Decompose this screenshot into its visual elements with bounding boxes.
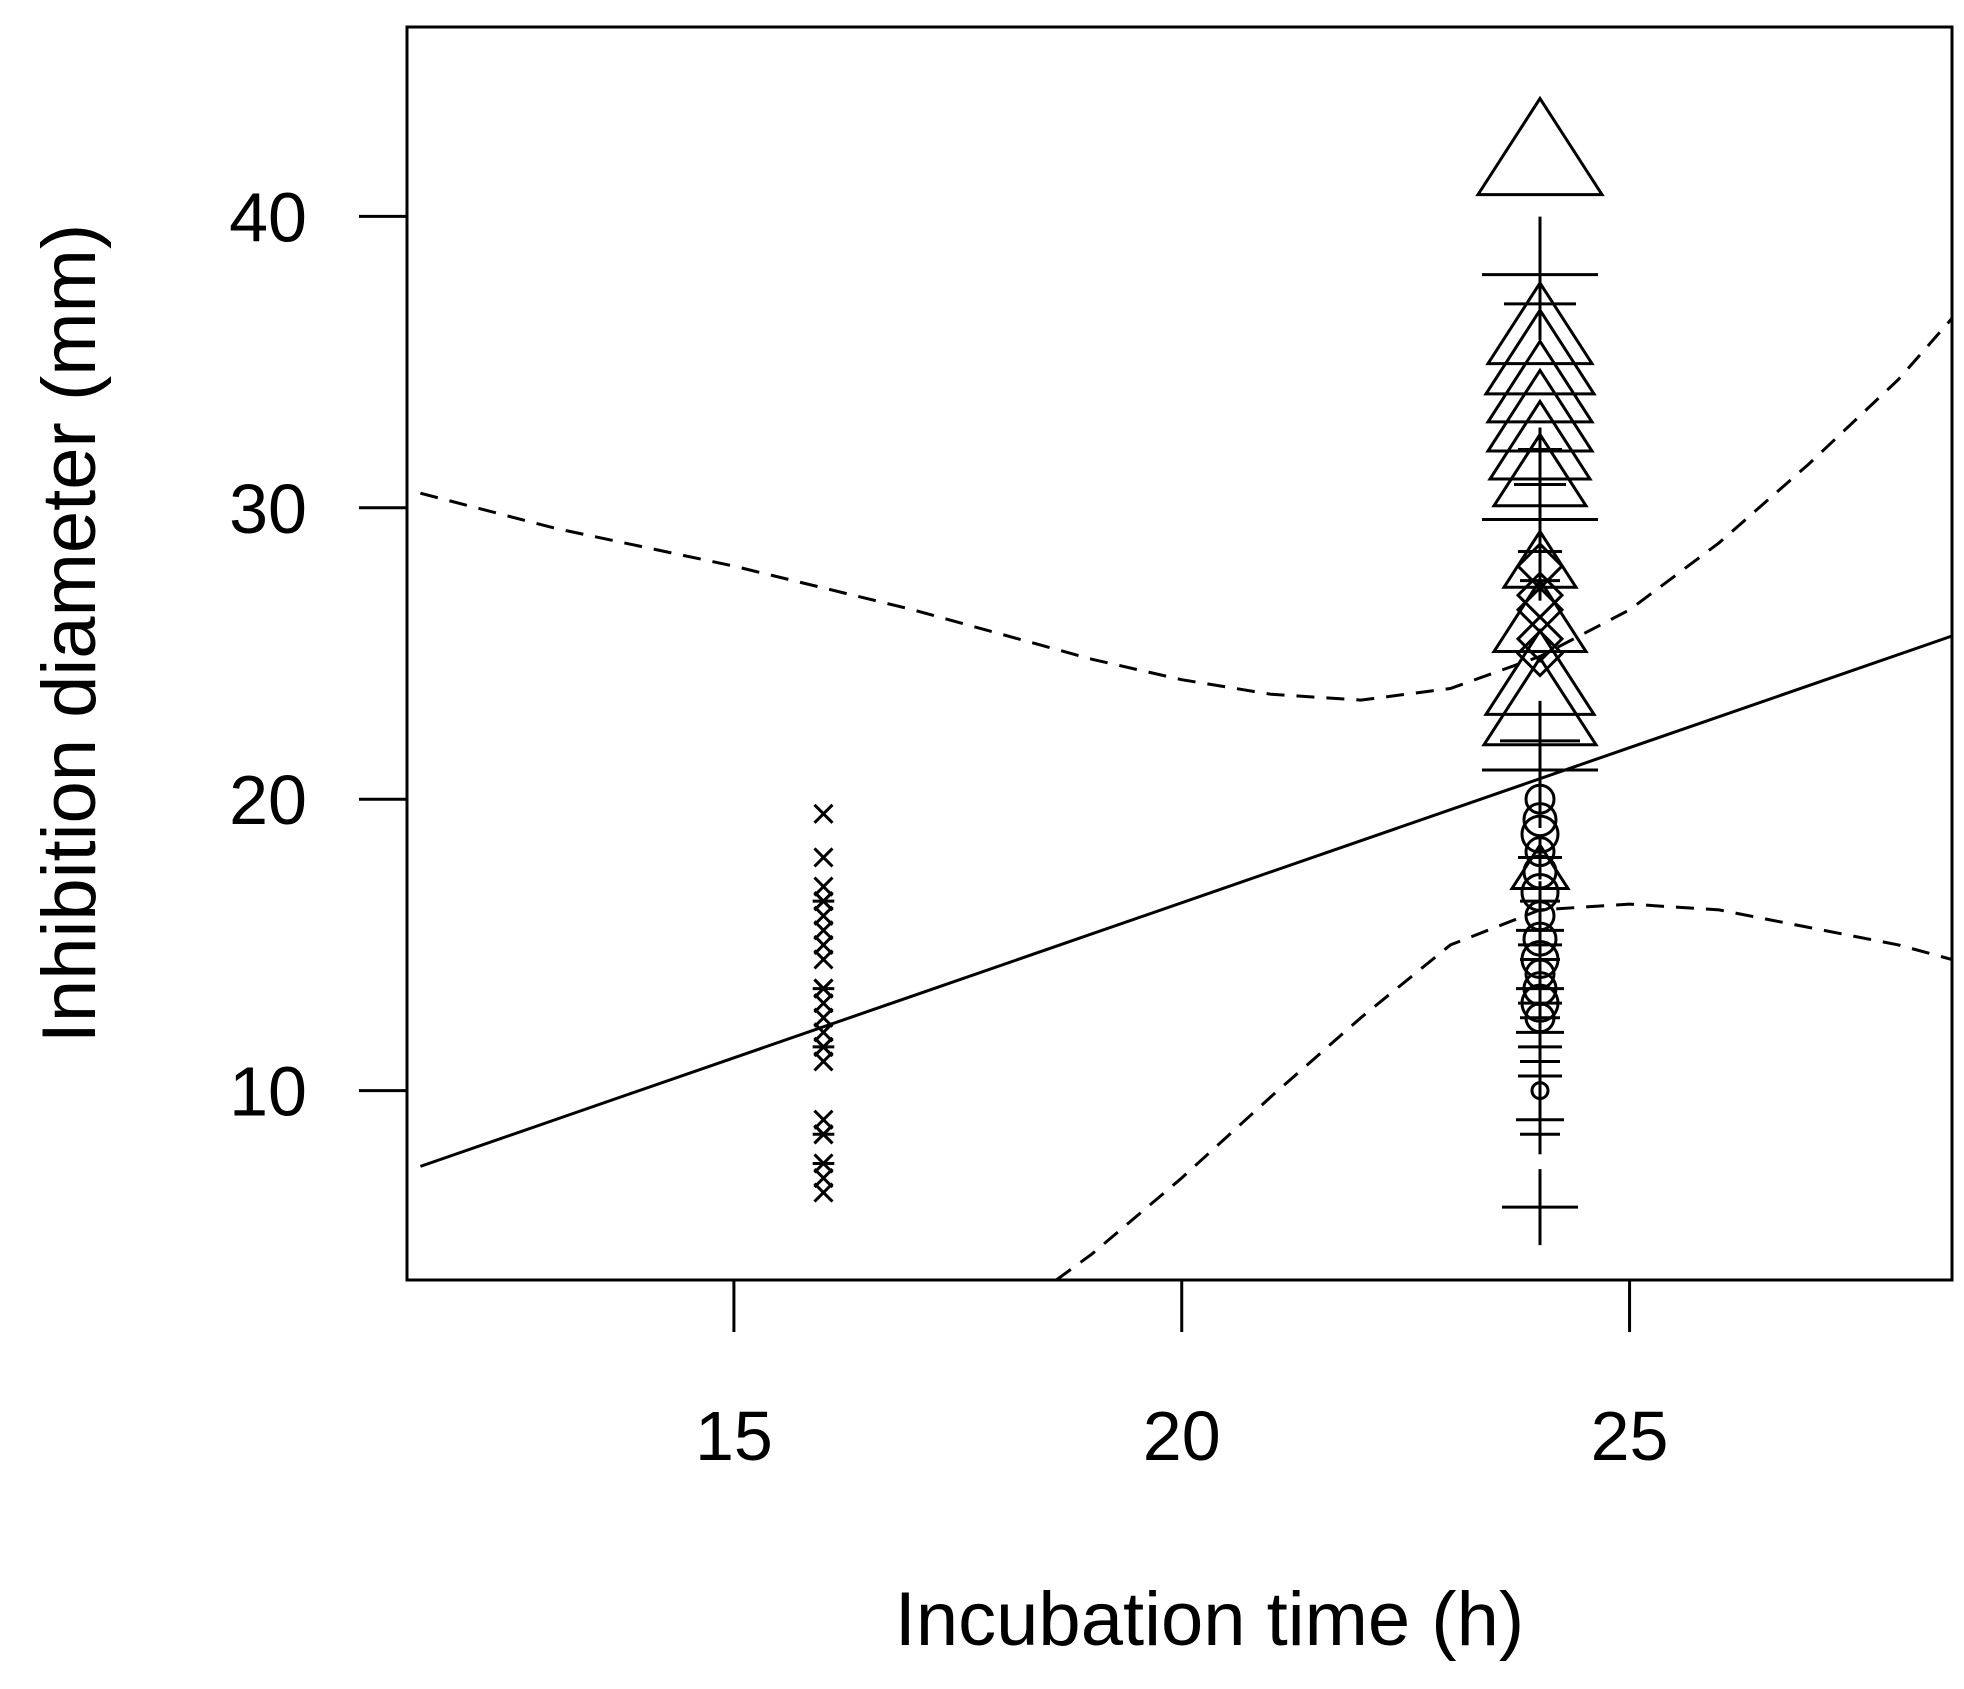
data-point-triangle <box>1481 655 1599 747</box>
cross-stroke <box>813 920 834 941</box>
cross-stroke <box>813 1051 834 1072</box>
cross-stroke <box>813 803 834 824</box>
cross-stroke <box>813 905 834 926</box>
cross-stroke <box>813 1109 834 1130</box>
data-point-diamond <box>1515 614 1565 664</box>
data-point-cross <box>813 920 834 941</box>
data-point-plus <box>1504 267 1576 340</box>
regression-line-layer <box>419 634 1953 1168</box>
y-tick-label: 20 <box>229 761 307 839</box>
axes-layer: 15 20 25 10 20 30 40 <box>229 178 1668 1475</box>
confidence-band-layer <box>420 317 1952 1280</box>
data-point-asterisk <box>812 1036 835 1057</box>
data-point-cross <box>813 949 834 970</box>
data-point-cross <box>813 905 834 926</box>
data-point-cross <box>813 1051 834 1072</box>
data-point-cross <box>813 803 834 824</box>
cross-stroke <box>813 993 834 1014</box>
cross-stroke <box>813 934 834 955</box>
data-point-plus <box>1502 1169 1578 1246</box>
data-point-triangle <box>1483 627 1597 716</box>
data-point-circle <box>1524 900 1556 932</box>
data-point-plus <box>1518 1054 1562 1099</box>
x-tick-label: 15 <box>695 1397 773 1475</box>
data-point-plus <box>1482 712 1598 829</box>
cross-stroke <box>813 876 834 897</box>
data-point-cross <box>813 993 834 1014</box>
data-point-cross <box>813 1007 834 1028</box>
data-point-circle <box>1524 1002 1556 1034</box>
data-point-cross <box>813 876 834 897</box>
data-point-circle <box>1522 802 1558 838</box>
ci-upper-line <box>420 317 1952 702</box>
data-point-cross <box>813 1022 834 1043</box>
data-point-triangle <box>1483 307 1597 396</box>
data-point-circle <box>1520 872 1560 912</box>
data-point-circle <box>1524 836 1556 868</box>
y-tick-label: 40 <box>229 178 307 256</box>
cross-stroke <box>813 1022 834 1043</box>
data-point-triangle <box>1485 367 1595 453</box>
cross-stroke <box>813 1167 834 1189</box>
data-point-cross <box>813 1182 834 1203</box>
y-tick-label: 30 <box>229 470 307 548</box>
plot-frame <box>405 25 1954 1282</box>
data-points-layer <box>812 95 1605 1246</box>
cross-stroke <box>813 847 834 868</box>
data-point-triangle <box>1491 577 1589 653</box>
data-point-triangle <box>1485 280 1595 366</box>
cross-stroke <box>813 1182 834 1203</box>
regression-line <box>419 634 1953 1168</box>
data-point-cross <box>813 847 834 868</box>
data-point-circle <box>1522 854 1558 890</box>
data-point-plus <box>1520 1114 1560 1155</box>
cross-stroke <box>813 1007 834 1028</box>
data-point-circle <box>1524 958 1556 990</box>
x-axis-title: Incubation time (h) <box>895 1577 1524 1662</box>
data-point-diamond <box>1515 629 1565 678</box>
data-point-circle <box>1520 814 1560 854</box>
data-point-asterisk <box>812 1153 835 1174</box>
cross-stroke <box>813 949 834 970</box>
x-tick-label: 25 <box>1591 1397 1669 1475</box>
data-point-circle <box>1520 939 1560 979</box>
data-point-triangle <box>1487 398 1593 481</box>
data-point-asterisk <box>812 891 835 912</box>
data-point-asterisk <box>812 978 835 999</box>
x-tick-label: 20 <box>1143 1397 1221 1475</box>
data-point-triangle <box>1475 95 1605 197</box>
data-point-triangle <box>1491 431 1589 508</box>
ci-lower-line <box>1055 902 1952 1280</box>
data-point-cross <box>813 1167 834 1189</box>
data-point-circle <box>1522 921 1558 957</box>
data-point-circle <box>1524 783 1556 815</box>
data-point-asterisk <box>812 1124 835 1145</box>
y-tick-label: 10 <box>229 1053 307 1131</box>
data-point-triangle <box>1485 338 1595 424</box>
data-point-circle <box>1530 1081 1550 1101</box>
data-point-cross <box>813 934 834 955</box>
y-axis-title: Inhibition diameter (mm) <box>27 224 112 1043</box>
data-point-cross <box>813 1109 834 1130</box>
data-point-circle <box>1520 983 1560 1023</box>
